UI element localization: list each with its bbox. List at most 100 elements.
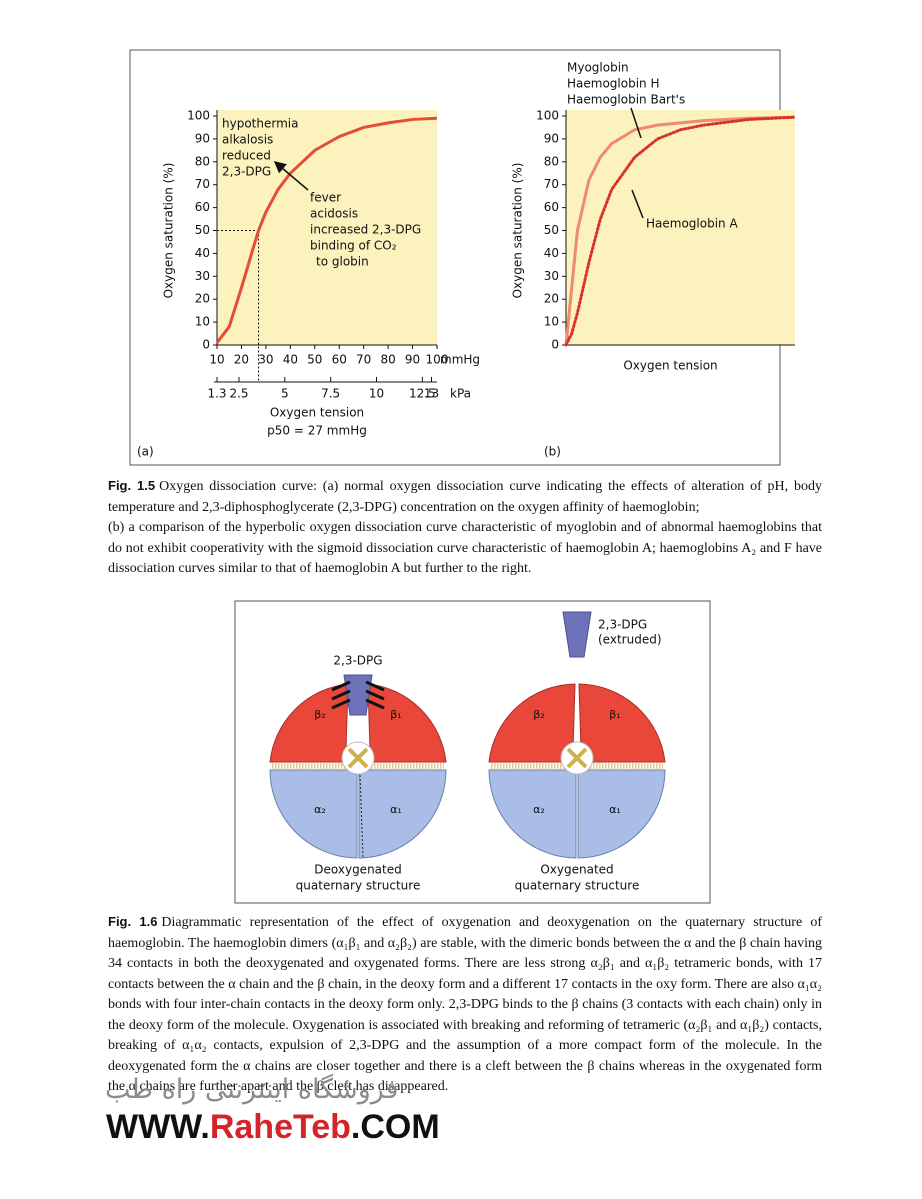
salt-bridge <box>331 698 351 710</box>
caption-paragraph: Fig. 1.5 Oxygen dissociation curve: (a) n… <box>108 476 822 518</box>
caption-text: Diagrammatic representation of the effec… <box>108 915 822 1094</box>
caption-label: Fig. 1.6 <box>108 914 158 929</box>
panel-label: (a) <box>137 445 154 459</box>
leader <box>630 107 642 139</box>
y-tick-label: 80 <box>195 154 210 168</box>
series-label: Myoglobin <box>567 61 629 75</box>
cross <box>566 747 588 769</box>
chain-label: α₂ <box>314 803 326 816</box>
series-label: Haemoglobin A <box>646 217 738 231</box>
x2-unit: kPa <box>450 387 471 401</box>
y-tick-label: 60 <box>195 200 210 214</box>
x-unit: mmHg <box>440 353 480 367</box>
y-tick-label: 30 <box>544 269 559 283</box>
x-tick-label: 50 <box>307 353 322 367</box>
y-tick-label: 20 <box>195 292 210 306</box>
y-tick-label: 100 <box>187 109 210 123</box>
watermark-part: WWW. <box>106 1108 210 1146</box>
caption-paragraph: Fig. 1.6 Diagrammatic representation of t… <box>108 912 822 1098</box>
structure-label: Oxygenated <box>540 863 613 877</box>
y-tick-label: 90 <box>544 131 559 145</box>
y-tick-label: 10 <box>544 315 559 329</box>
x2-tick-label: 2.5 <box>229 387 248 401</box>
annotation: hypothermia <box>222 117 298 131</box>
caption-text: Oxygen dissociation curve: (a) normal ox… <box>108 479 822 515</box>
structure-label: quaternary structure <box>296 879 421 893</box>
y-tick-label: 40 <box>544 246 559 260</box>
x2-tick-label: 5 <box>281 387 289 401</box>
salt-bridge <box>365 680 385 692</box>
salt-bridge <box>331 689 351 701</box>
y-tick-label: 80 <box>544 154 559 168</box>
curve <box>564 115 796 346</box>
x-tick-label: 100 <box>426 353 449 367</box>
dpg-label: 2,3-DPG <box>333 654 382 668</box>
x2-tick-label: 7.5 <box>321 387 340 401</box>
y-tick-label: 60 <box>544 200 559 214</box>
beta-chain <box>488 683 576 763</box>
chain-label: β₁ <box>609 708 620 721</box>
chain-label: α₁ <box>390 803 402 816</box>
y-axis-label: Oxygen saturation (%) <box>162 163 176 299</box>
x2-tick-label: 12.5 <box>409 387 436 401</box>
alpha-chain <box>488 769 577 859</box>
dpg-label: (extruded) <box>598 633 662 647</box>
cross <box>347 747 369 769</box>
chain-label: β₂ <box>314 708 325 721</box>
watermark-persian: فروشگاه اینترنتی راه طب <box>105 1074 399 1105</box>
chain-label: β₁ <box>390 708 401 721</box>
annotation: alkalosis <box>222 133 273 147</box>
annotation: increased 2,3-DPG <box>310 223 421 237</box>
leader <box>631 189 644 219</box>
note: p50 = 27 mmHg <box>267 424 367 438</box>
panel-label: (b) <box>544 445 561 459</box>
x-tick-label: 60 <box>332 353 347 367</box>
annotation: fever <box>310 191 341 205</box>
annotation: to globin <box>316 255 369 269</box>
salt-bridge <box>365 698 385 710</box>
watermark-part: .COM <box>350 1108 440 1146</box>
annotation: acidosis <box>310 207 358 221</box>
series-label: Haemoglobin H <box>567 77 659 91</box>
x-tick-label: 40 <box>283 353 298 367</box>
y-tick-label: 30 <box>195 269 210 283</box>
x2-tick-label: 1.3 <box>207 387 226 401</box>
x-tick-label: 80 <box>380 353 395 367</box>
chain-label: α₁ <box>609 803 621 816</box>
x2-tick-label: 10 <box>369 387 384 401</box>
annotation: binding of CO₂ <box>310 239 397 253</box>
figure-1-6: β₂ β₁ α₂ α₁ 2,3-DPG Deoxygenated quaternary st… <box>234 600 711 904</box>
y-tick-label: 70 <box>195 177 210 191</box>
plot-area <box>566 110 795 345</box>
chain-label: β₂ <box>533 708 544 721</box>
y-tick-label: 50 <box>544 223 559 237</box>
y-tick-label: 100 <box>536 109 559 123</box>
x-axis-label: Oxygen tension <box>270 406 364 420</box>
x-axis-label: Oxygen tension <box>623 359 717 373</box>
y-tick-label: 0 <box>202 338 210 352</box>
x-tick-label: 90 <box>405 353 420 367</box>
x-tick-label: 20 <box>234 353 249 367</box>
watermark-part: RaheTeb <box>209 1108 351 1146</box>
caption: Fig. 1.5 Oxygen dissociation curve: (a) n… <box>108 476 822 580</box>
dpg-label: 2,3-DPG <box>598 618 647 632</box>
salt-bridge <box>365 689 385 701</box>
caption: Fig. 1.6 Diagrammatic representation of t… <box>108 912 822 1098</box>
y-tick-label: 10 <box>195 315 210 329</box>
dpg <box>562 611 592 658</box>
alpha-chain <box>577 769 666 859</box>
y-axis-label: Oxygen saturation (%) <box>511 163 525 299</box>
divider <box>359 774 364 859</box>
y-tick-label: 90 <box>195 131 210 145</box>
chain-label: α₂ <box>533 803 545 816</box>
series-label: Haemoglobin Bart's <box>567 93 685 107</box>
y-tick-label: 40 <box>195 246 210 260</box>
x-tick-label: 10 <box>209 353 224 367</box>
salt-bridge <box>331 680 351 692</box>
y-tick-label: 50 <box>195 223 210 237</box>
structure-label: quaternary structure <box>515 879 640 893</box>
alpha-chain <box>358 769 447 859</box>
plot-area <box>217 110 437 345</box>
caption-text: (b) a comparison of the hyperbolic oxyge… <box>108 520 822 576</box>
